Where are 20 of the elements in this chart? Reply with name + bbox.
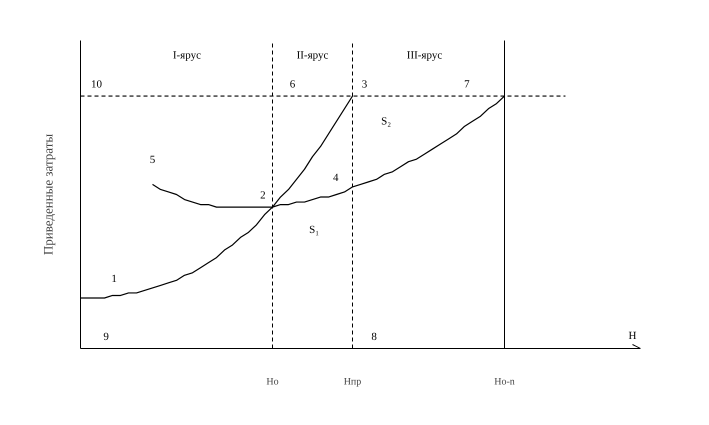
text: III-ярус xyxy=(406,50,442,62)
x-tick-label: Ho-n xyxy=(494,376,515,388)
text: 3 xyxy=(362,78,368,90)
annotation: 9 xyxy=(103,330,110,343)
y-axis-title: Приведенные затраты xyxy=(40,134,56,256)
annotation: 1 xyxy=(111,272,117,285)
x-axis-title: H xyxy=(628,330,637,342)
annotation: 8 xyxy=(371,330,378,343)
text: I-ярус xyxy=(172,50,202,62)
text: 6 xyxy=(290,78,296,90)
annotation: S₂ xyxy=(381,115,392,128)
text: 7 xyxy=(464,78,470,90)
annotation: 4 xyxy=(332,172,339,184)
text: 10 xyxy=(91,78,102,90)
annotation: 2 xyxy=(260,190,266,202)
annotation: S₁ xyxy=(309,224,320,236)
annotation: 5 xyxy=(150,154,156,166)
x-tick-label: Ho xyxy=(266,376,279,388)
text: II-ярус xyxy=(296,50,329,62)
x-tick-label: Hпр xyxy=(344,376,362,388)
